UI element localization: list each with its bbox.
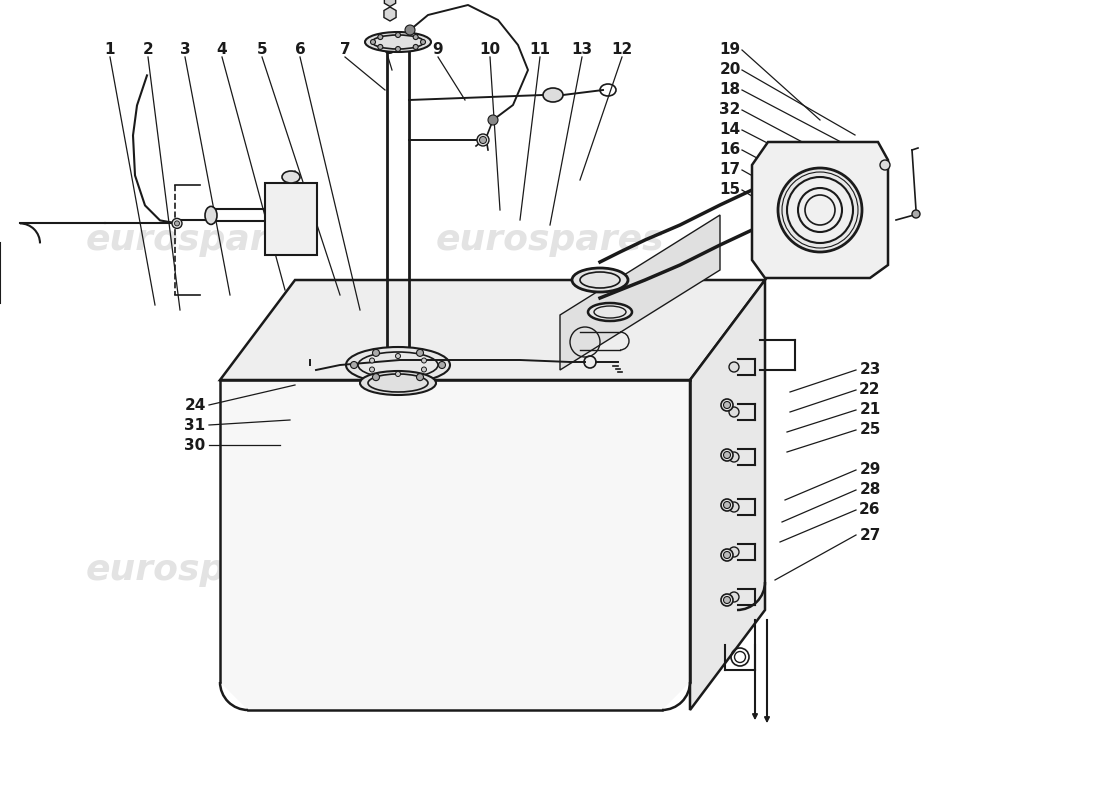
Circle shape	[371, 39, 375, 45]
Circle shape	[729, 547, 739, 557]
Text: 29: 29	[859, 462, 881, 478]
Ellipse shape	[543, 88, 563, 102]
Circle shape	[477, 134, 490, 146]
Text: 15: 15	[719, 182, 740, 198]
Circle shape	[377, 34, 383, 39]
Ellipse shape	[365, 32, 431, 52]
Text: 3: 3	[179, 42, 190, 58]
Polygon shape	[752, 142, 888, 278]
Circle shape	[729, 362, 739, 372]
Text: 17: 17	[719, 162, 740, 178]
Polygon shape	[560, 215, 720, 370]
Text: 31: 31	[185, 418, 206, 433]
Ellipse shape	[346, 347, 450, 383]
Circle shape	[351, 362, 358, 369]
Circle shape	[414, 45, 418, 50]
Circle shape	[396, 33, 400, 38]
Circle shape	[880, 160, 890, 170]
Text: 19: 19	[719, 42, 740, 58]
Text: 23: 23	[859, 362, 881, 378]
Circle shape	[175, 221, 179, 226]
Circle shape	[724, 451, 730, 458]
Text: 12: 12	[612, 42, 632, 58]
Text: eurospares: eurospares	[436, 223, 664, 257]
Text: 25: 25	[859, 422, 881, 438]
Text: 22: 22	[859, 382, 881, 398]
Circle shape	[414, 34, 418, 39]
Text: 20: 20	[719, 62, 740, 78]
Circle shape	[720, 499, 733, 511]
Text: 4: 4	[217, 42, 228, 58]
Circle shape	[786, 177, 852, 243]
Circle shape	[480, 137, 486, 143]
Circle shape	[421, 367, 427, 372]
Text: 30: 30	[185, 438, 206, 453]
Text: 5: 5	[256, 42, 267, 58]
Circle shape	[720, 449, 733, 461]
Circle shape	[720, 594, 733, 606]
Circle shape	[724, 551, 730, 558]
Circle shape	[420, 39, 426, 45]
Text: 27: 27	[859, 527, 881, 542]
Circle shape	[370, 367, 374, 372]
Circle shape	[439, 362, 446, 369]
Circle shape	[396, 371, 400, 377]
Circle shape	[778, 168, 862, 252]
Text: 16: 16	[719, 142, 740, 158]
Circle shape	[417, 374, 424, 381]
Circle shape	[724, 597, 730, 603]
Circle shape	[729, 407, 739, 417]
Text: eurospares: eurospares	[86, 223, 315, 257]
Polygon shape	[384, 7, 396, 21]
Ellipse shape	[588, 303, 632, 321]
Text: eurospares: eurospares	[416, 553, 645, 587]
Text: 24: 24	[185, 398, 206, 413]
Circle shape	[720, 399, 733, 411]
Text: 26: 26	[859, 502, 881, 518]
Polygon shape	[220, 380, 690, 710]
Text: 32: 32	[719, 102, 740, 118]
Circle shape	[373, 350, 380, 356]
Circle shape	[912, 210, 920, 218]
Text: 21: 21	[859, 402, 881, 418]
Circle shape	[396, 354, 400, 358]
Circle shape	[724, 402, 730, 409]
Circle shape	[417, 350, 424, 356]
Text: 1: 1	[104, 42, 116, 58]
Text: 13: 13	[571, 42, 593, 58]
Circle shape	[370, 358, 374, 363]
Circle shape	[488, 115, 498, 125]
Text: 10: 10	[480, 42, 501, 58]
Text: 28: 28	[859, 482, 881, 498]
Circle shape	[421, 358, 427, 363]
Circle shape	[720, 549, 733, 561]
Circle shape	[405, 25, 415, 35]
Polygon shape	[384, 0, 396, 6]
Circle shape	[373, 374, 380, 381]
Ellipse shape	[205, 206, 217, 225]
Circle shape	[377, 45, 383, 50]
Text: 8: 8	[383, 42, 394, 58]
Text: 14: 14	[719, 122, 740, 138]
Circle shape	[724, 502, 730, 509]
Text: 9: 9	[432, 42, 443, 58]
Text: eurospares: eurospares	[86, 553, 315, 587]
Bar	[265, 183, 317, 255]
Circle shape	[172, 218, 182, 229]
Circle shape	[396, 46, 400, 51]
Text: 2: 2	[143, 42, 153, 58]
Ellipse shape	[572, 268, 628, 292]
Polygon shape	[220, 280, 764, 380]
Ellipse shape	[282, 171, 300, 183]
Text: 11: 11	[529, 42, 550, 58]
Circle shape	[729, 452, 739, 462]
Polygon shape	[690, 280, 764, 710]
Ellipse shape	[360, 371, 436, 395]
Text: 7: 7	[340, 42, 350, 58]
Circle shape	[729, 592, 739, 602]
Text: 6: 6	[295, 42, 306, 58]
Circle shape	[729, 502, 739, 512]
Text: 18: 18	[719, 82, 740, 98]
